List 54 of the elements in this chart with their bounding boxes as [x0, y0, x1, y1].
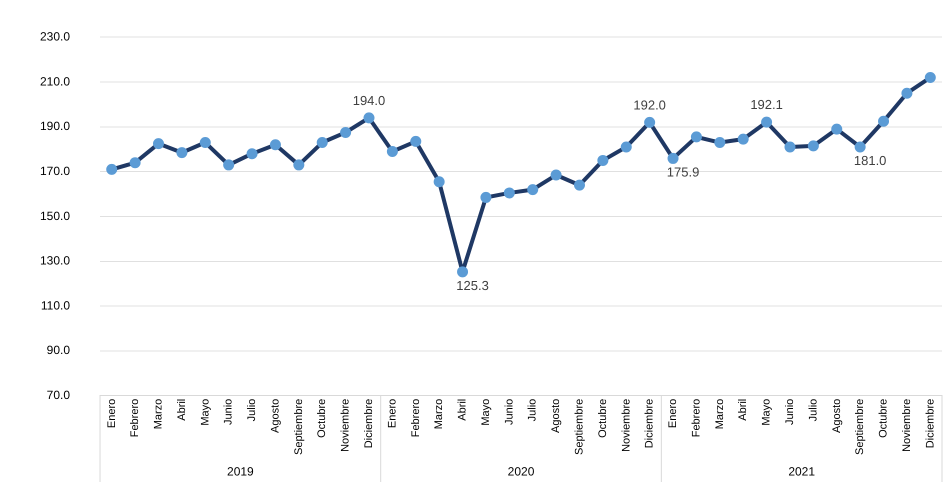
x-tick-label: Diciembre — [924, 398, 936, 448]
x-tick-label: Mayo — [480, 398, 492, 426]
x-tick-label: Abril — [176, 398, 188, 421]
y-tick-label: 70.0 — [46, 388, 70, 402]
x-tick-label: Enero — [106, 398, 118, 428]
data-label: 192.1 — [750, 97, 783, 112]
x-tick-label: Septiembre — [854, 398, 866, 456]
x-tick-label: Julio — [246, 398, 258, 422]
x-tick-label: Septiembre — [574, 398, 586, 456]
x-tick-label: Febrero — [690, 398, 702, 438]
text: 2021 — [788, 464, 816, 478]
x-tick-label: Junio — [784, 398, 796, 426]
y-tick-label: 130.0 — [40, 254, 70, 268]
x-tick-label: Abril — [456, 398, 469, 421]
x-tick-label: Mayo — [760, 398, 773, 426]
y-tick-label: 190.0 — [40, 119, 70, 134]
x-tick-label: Enero — [667, 398, 680, 428]
text: 2020 — [508, 464, 535, 478]
data-label: 125.3 — [456, 278, 489, 293]
x-tick-label: Agosto — [550, 398, 562, 433]
x-tick-label: Noviembre — [340, 398, 352, 452]
data-label: 192.0 — [633, 97, 666, 112]
x-tick-label: Junio — [503, 398, 516, 426]
x-tick-label: Julio — [807, 398, 820, 422]
x-tick-label: Noviembre — [900, 398, 913, 452]
x-tick-label: Marzo — [152, 398, 165, 430]
x-tick-label: Octubre — [596, 398, 609, 438]
y-tick-label: 230.0 — [40, 30, 70, 44]
x-tick-label: Diciembre — [363, 398, 376, 448]
x-tick-label: Mayo — [199, 398, 212, 426]
x-tick-label: Febrero — [129, 398, 142, 438]
x-tick-label: Agosto — [269, 398, 282, 433]
x-tick-label: Octubre — [878, 398, 890, 438]
x-tick-label: Junio — [222, 398, 235, 426]
y-tick-label: 170.0 — [40, 164, 70, 178]
x-tick-label: Marzo — [714, 398, 726, 430]
x-tick-label: Julio — [526, 398, 539, 422]
data-label: 175.9 — [666, 164, 700, 180]
data-label: 181.0 — [854, 153, 886, 168]
x-tick-label: Septiembre — [292, 398, 305, 456]
x-tick-label: Marzo — [433, 398, 446, 430]
x-tick-label: Enero — [386, 398, 398, 428]
x-tick-label: Agosto — [830, 398, 843, 433]
x-tick-label: Febrero — [410, 398, 422, 438]
data-label: 194.0 — [352, 92, 386, 108]
x-tick-label: Octubre — [316, 398, 328, 438]
y-tick-label: 110.0 — [40, 298, 70, 312]
y-tick-label: 150.0 — [40, 208, 70, 223]
x-tick-label: Diciembre — [644, 398, 656, 448]
y-tick-label: 90.0 — [46, 343, 70, 358]
y-tick-label: 210.0 — [40, 74, 70, 88]
x-tick-label: Noviembre — [620, 398, 632, 452]
x-tick-label: Abril — [737, 398, 750, 421]
text: 2019 — [227, 464, 254, 478]
